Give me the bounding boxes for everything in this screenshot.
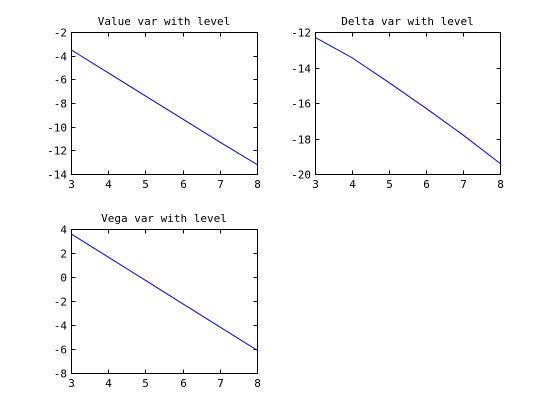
- x-tick-label: 6: [180, 377, 187, 390]
- y-tick-label: -2: [54, 27, 67, 40]
- subplot-3: Vega var with level 3 4 5 6 7 8 -8 -6 -4 -2 0 2 4: [54, 212, 261, 390]
- axes-box: [71, 32, 258, 175]
- series-line: [314, 36, 501, 164]
- y-tick-label: -14: [291, 63, 311, 76]
- x-tick-label: 7: [460, 178, 467, 191]
- x-tick-label: 7: [217, 377, 224, 390]
- x-tick-label: 8: [254, 178, 261, 191]
- x-tick-label: 5: [142, 178, 149, 191]
- subplot-2: Delta var with level 3 4 5 6 7 8 -20 -18 -16 -14 -1…: [291, 15, 504, 191]
- series-line: [70, 233, 258, 351]
- y-tick-label: -10: [47, 122, 67, 135]
- x-tick-label: 4: [105, 178, 112, 191]
- x-tick-label: 5: [386, 178, 393, 191]
- y-tick-label: -20: [291, 169, 311, 182]
- x-tick-label: 6: [423, 178, 430, 191]
- y-tick-label: -16: [291, 98, 311, 111]
- y-tick-label: -4: [54, 320, 68, 333]
- chart-title: Delta var with level: [341, 15, 473, 28]
- y-tick-label: -6: [54, 74, 67, 87]
- x-tick-label: 8: [254, 377, 261, 390]
- x-tick-label: 6: [180, 178, 187, 191]
- x-tick-label: 3: [312, 178, 319, 191]
- y-tick-label: -8: [54, 98, 67, 111]
- x-tick-label: 3: [68, 377, 75, 390]
- series-line: [70, 49, 258, 165]
- y-tick-label: -14: [47, 169, 67, 182]
- y-tick-label: -6: [54, 344, 67, 357]
- y-tick-label: -12: [47, 145, 67, 158]
- y-tick-label: 0: [60, 272, 67, 285]
- y-tick-label: 2: [60, 248, 67, 261]
- y-tick-label: -18: [291, 134, 311, 147]
- chart-title: Vega var with level: [101, 212, 227, 225]
- subplot-1: Value var with level 3 4 5 6 7 8 -14 -12 -10 -8 -6 -…: [47, 15, 261, 191]
- x-tick-label: 7: [217, 178, 224, 191]
- y-tick-label: -4: [54, 51, 68, 64]
- y-tick-label: -12: [291, 27, 311, 40]
- y-tick-label: -2: [54, 296, 67, 309]
- x-tick-label: 3: [68, 178, 75, 191]
- x-tick-label: 4: [105, 377, 112, 390]
- x-tick-label: 4: [349, 178, 356, 191]
- y-tick-label: -8: [54, 368, 67, 381]
- chart-title: Value var with level: [98, 15, 230, 28]
- axes-box: [315, 32, 501, 175]
- x-tick-label: 8: [497, 178, 504, 191]
- x-tick-label: 5: [142, 377, 149, 390]
- y-tick-label: 4: [60, 224, 67, 237]
